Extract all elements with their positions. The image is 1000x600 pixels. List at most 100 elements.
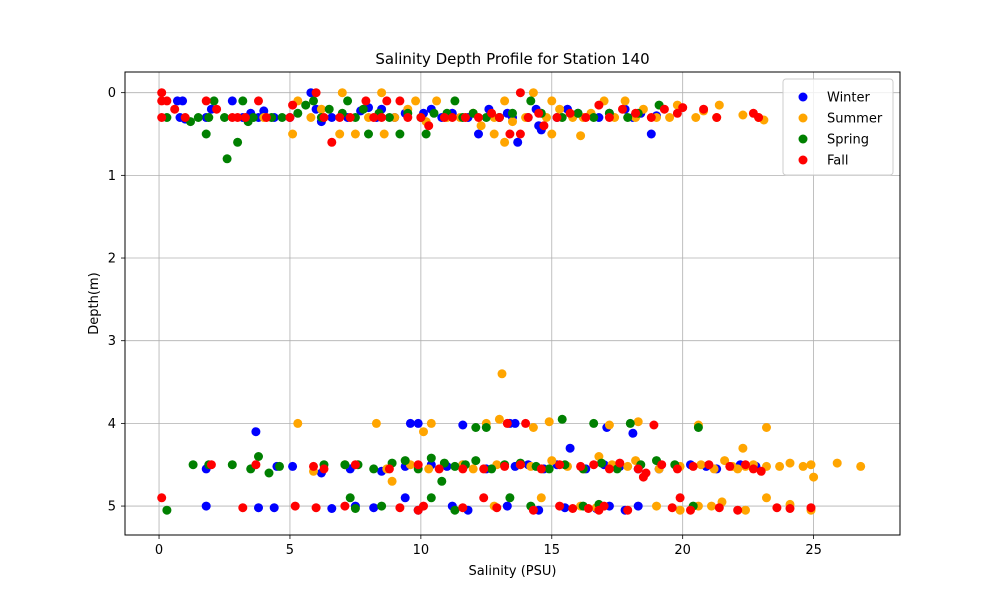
x-axis-label: Salinity (PSU) <box>469 564 557 579</box>
point-fall <box>576 461 586 471</box>
point-spring <box>364 129 373 139</box>
point-fall <box>309 461 318 471</box>
point-fall <box>523 113 533 122</box>
point-summer <box>707 501 716 511</box>
point-spring <box>625 418 635 428</box>
point-spring <box>573 108 583 118</box>
point-fall <box>479 464 489 474</box>
point-summer <box>762 423 771 432</box>
point-summer <box>536 493 546 503</box>
point-spring <box>505 493 515 503</box>
point-fall <box>539 121 549 131</box>
point-summer <box>426 418 436 428</box>
y-tick-label: 0 <box>108 86 116 101</box>
point-fall <box>785 504 795 513</box>
point-spring <box>589 418 599 428</box>
point-summer <box>809 472 819 482</box>
point-summer <box>387 476 397 486</box>
point-fall <box>699 104 709 114</box>
point-fall <box>515 460 525 470</box>
axis-ticks: 0 5 10 15 20 25 0 1 2 3 4 5 <box>108 86 822 558</box>
point-winter <box>458 420 468 430</box>
point-winter <box>474 129 483 139</box>
point-fall <box>515 129 525 139</box>
point-spring <box>204 113 214 122</box>
point-fall <box>589 460 599 470</box>
point-fall <box>623 505 633 515</box>
point-summer <box>288 129 298 139</box>
legend-label-winter: Winter <box>827 91 871 106</box>
point-spring <box>526 96 536 106</box>
point-spring <box>309 96 318 106</box>
point-summer <box>738 443 748 453</box>
legend-marker-winter <box>798 92 808 102</box>
point-fall <box>361 96 371 106</box>
point-summer <box>633 417 643 427</box>
point-spring <box>471 456 481 466</box>
point-fall <box>492 503 502 513</box>
point-summer <box>432 96 442 106</box>
point-fall <box>500 461 510 471</box>
point-spring <box>345 493 355 503</box>
point-spring <box>369 464 379 474</box>
point-fall <box>180 113 190 122</box>
point-summer <box>806 460 816 470</box>
point-fall <box>340 501 350 511</box>
point-fall <box>345 113 355 122</box>
point-fall <box>659 104 669 114</box>
point-spring <box>481 423 491 432</box>
point-summer <box>337 88 347 98</box>
point-summer <box>798 461 808 471</box>
point-spring <box>220 113 229 122</box>
point-winter <box>369 503 379 513</box>
point-fall <box>254 96 263 106</box>
point-summer <box>856 461 866 471</box>
point-summer <box>652 501 661 511</box>
point-fall <box>458 464 468 474</box>
point-spring <box>248 113 258 122</box>
point-fall <box>528 505 538 515</box>
point-fall <box>631 108 641 118</box>
point-fall <box>604 464 614 474</box>
point-spring <box>193 113 203 122</box>
point-fall <box>395 503 405 513</box>
point-fall <box>419 501 428 511</box>
legend-box <box>782 78 894 176</box>
point-spring <box>450 461 460 471</box>
point-fall <box>555 501 565 511</box>
point-fall <box>479 493 489 503</box>
point-spring <box>162 505 172 515</box>
point-summer <box>576 131 586 141</box>
point-spring <box>222 154 232 164</box>
point-winter <box>633 501 643 511</box>
data-points <box>157 88 866 515</box>
plot-area-frame <box>124 71 901 536</box>
point-spring <box>471 423 481 432</box>
point-fall <box>772 503 782 513</box>
point-fall <box>667 503 677 513</box>
point-spring <box>589 113 599 122</box>
point-summer <box>316 104 326 114</box>
point-spring <box>450 505 460 515</box>
point-spring <box>343 96 353 106</box>
point-summer <box>528 88 538 98</box>
point-fall <box>251 460 261 470</box>
point-summer <box>335 129 345 139</box>
point-summer <box>741 505 750 515</box>
point-fall <box>474 113 483 122</box>
point-fall <box>806 503 816 513</box>
point-fall <box>377 113 387 122</box>
point-fall <box>487 108 497 118</box>
point-fall <box>536 464 546 474</box>
point-fall <box>515 88 525 98</box>
point-fall <box>748 464 758 474</box>
point-summer <box>620 96 630 106</box>
point-summer <box>476 121 486 131</box>
point-fall <box>688 461 698 471</box>
point-spring <box>544 464 554 474</box>
point-summer <box>720 456 730 466</box>
point-spring <box>377 501 387 511</box>
point-winter <box>288 461 298 471</box>
point-summer <box>371 418 381 428</box>
